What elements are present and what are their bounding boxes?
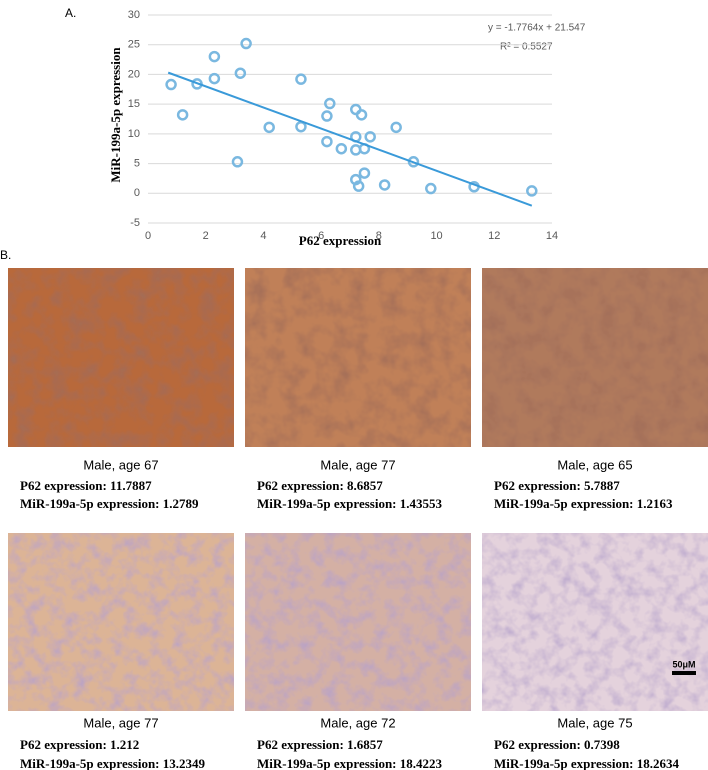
x-tick-label: 2 <box>203 230 209 242</box>
y-tick-label: 20 <box>128 68 140 80</box>
data-point <box>407 156 420 168</box>
mir-expression: MiR-199a-5p expression: 1.2163 <box>494 496 673 511</box>
data-point <box>355 109 368 121</box>
data-point <box>321 135 333 148</box>
p62-expression: P62 expression: 11.7887 <box>20 478 152 493</box>
data-point <box>231 156 244 168</box>
y-axis-title: MiR-199a-5p expression <box>108 47 123 183</box>
data-point <box>208 72 221 85</box>
data-point <box>263 121 275 134</box>
x-tick-label: 0 <box>145 230 151 242</box>
y-tick-label: 0 <box>134 187 140 199</box>
ihc-image <box>8 268 234 447</box>
x-tick-label: 4 <box>260 230 266 242</box>
panel-caption: Male, age 75 <box>557 715 632 730</box>
data-point <box>358 167 371 179</box>
scale-bar <box>672 671 696 675</box>
panel-caption: Male, age 67 <box>83 457 158 472</box>
y-tick-label: 5 <box>134 157 140 169</box>
x-tick-label: 14 <box>546 230 558 242</box>
panel-caption: Male, age 77 <box>320 457 395 472</box>
ihc-image <box>482 533 708 711</box>
x-tick-label: 8 <box>376 230 382 242</box>
data-point <box>240 37 252 50</box>
y-tick-label: 10 <box>128 128 140 140</box>
panel-label: A. <box>65 6 76 20</box>
data-point <box>526 185 538 197</box>
mir-expression: MiR-199a-5p expression: 18.2634 <box>494 756 680 770</box>
mir-expression: MiR-199a-5p expression: 1.2789 <box>20 496 199 511</box>
p62-expression: P62 expression: 0.7398 <box>494 737 620 752</box>
data-point <box>234 67 247 79</box>
data-point <box>352 180 365 192</box>
data-point <box>321 110 333 122</box>
data-point <box>378 179 391 191</box>
p62-expression: P62 expression: 8.6857 <box>257 478 383 493</box>
ihc-image <box>8 533 234 711</box>
y-tick-label: 15 <box>128 98 140 110</box>
p62-expression: P62 expression: 5.7887 <box>494 478 620 493</box>
data-point <box>324 97 336 110</box>
scale-bar-label: 50μM <box>672 659 695 669</box>
x-tick-label: 10 <box>430 230 442 242</box>
ihc-image <box>482 268 708 447</box>
data-point <box>165 78 177 91</box>
x-tick-label: 6 <box>318 230 324 242</box>
mir-expression: MiR-199a-5p expression: 18.4223 <box>257 756 443 770</box>
y-tick-label: 25 <box>128 39 140 51</box>
data-point <box>335 142 348 155</box>
x-axis-title: P62 expression <box>299 233 382 248</box>
ihc-image <box>245 533 471 711</box>
data-point <box>364 131 376 143</box>
y-tick-label: -5 <box>130 217 140 229</box>
trendline-equation: y = -1.7764x + 21.547 <box>488 23 586 34</box>
panel-caption: Male, age 65 <box>557 457 632 472</box>
panel-caption: Male, age 77 <box>83 715 158 730</box>
panel-label: B. <box>0 248 11 262</box>
panel-caption: Male, age 72 <box>320 715 395 730</box>
p62-expression: P62 expression: 1.212 <box>20 737 139 752</box>
ihc-image <box>245 268 471 447</box>
p62-expression: P62 expression: 1.6857 <box>257 737 383 752</box>
data-point <box>295 120 307 133</box>
mir-expression: MiR-199a-5p expression: 13.2349 <box>20 756 206 770</box>
data-point <box>390 121 402 134</box>
data-point <box>176 109 189 121</box>
data-point <box>425 182 437 195</box>
data-point <box>208 50 221 63</box>
data-point <box>295 73 307 85</box>
x-tick-label: 12 <box>488 230 500 242</box>
y-tick-label: 30 <box>128 9 140 21</box>
trendline <box>167 71 533 207</box>
mir-expression: MiR-199a-5p expression: 1.43553 <box>257 496 443 511</box>
r-squared: R² = 0.5527 <box>500 42 553 53</box>
